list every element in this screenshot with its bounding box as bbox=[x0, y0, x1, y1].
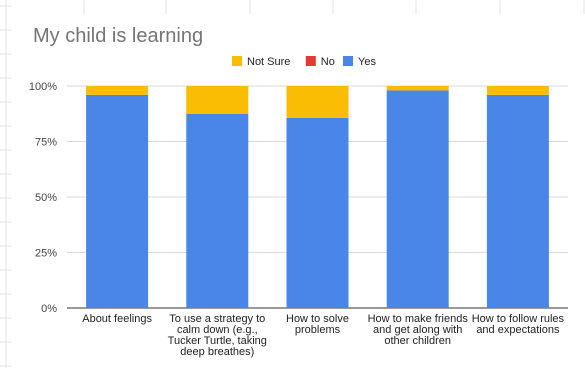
bar-segment-yes bbox=[286, 117, 349, 308]
x-category-label-line: How to follow rules bbox=[472, 313, 565, 325]
bar-segment-yes bbox=[86, 94, 149, 308]
bar-segment-not-sure bbox=[386, 86, 449, 91]
x-category-label-line: How to make friends bbox=[368, 313, 469, 325]
x-category-label: To use a strategy to calm down (e.g., Tuck… bbox=[168, 313, 267, 358]
bar-segment-yes bbox=[186, 113, 249, 308]
x-category-label-line: deep breathes) bbox=[180, 346, 254, 358]
legend-label: No bbox=[321, 56, 335, 68]
legend-swatch bbox=[343, 56, 353, 66]
x-category-label: How to solve problems bbox=[286, 313, 349, 336]
x-category-label: How to make friends and get along with oth… bbox=[368, 313, 469, 347]
legend-label: Yes bbox=[358, 56, 376, 68]
y-tick-label: 25% bbox=[35, 248, 57, 260]
chart-legend: Not Sure No Yes bbox=[232, 56, 376, 68]
x-category-label: About feelings bbox=[82, 313, 152, 325]
bar-segment-yes bbox=[386, 90, 449, 308]
y-tick-label: 100% bbox=[29, 81, 57, 93]
y-tick-label: 0% bbox=[41, 303, 57, 315]
bar-segment-not-sure bbox=[486, 86, 549, 95]
legend-swatch bbox=[305, 56, 316, 66]
x-category-label: How to follow rules and expectations bbox=[472, 313, 565, 336]
y-axis-ticks: 0% 25% 50% 75% 100% bbox=[29, 81, 57, 315]
x-category-label-line: Tucker Turtle, taking bbox=[168, 335, 267, 347]
x-category-label-line: and expectations bbox=[476, 324, 560, 336]
bar-segment-not-sure bbox=[186, 86, 249, 114]
x-category-label-line: calm down (e.g., bbox=[177, 324, 258, 336]
chart-bars bbox=[86, 86, 549, 308]
bar-segment-not-sure bbox=[286, 86, 349, 118]
x-category-label-line: How to solve bbox=[286, 313, 349, 325]
legend-label: Not Sure bbox=[247, 56, 290, 68]
x-category-label-line: About feelings bbox=[82, 313, 152, 325]
bar-segment-not-sure bbox=[86, 86, 149, 95]
y-tick-label: 75% bbox=[35, 137, 57, 149]
x-category-label-line: problems bbox=[295, 324, 341, 336]
x-axis-labels: About feelings To use a strategy to calm d… bbox=[82, 313, 564, 358]
legend-swatch bbox=[232, 56, 242, 66]
x-category-label-line: other children bbox=[384, 335, 451, 347]
x-category-label-line: To use a strategy to bbox=[169, 313, 265, 325]
y-tick-label: 50% bbox=[35, 192, 57, 204]
x-category-label-line: and get along with bbox=[373, 324, 462, 336]
bar-segment-yes bbox=[486, 94, 549, 308]
chart-title: My child is learning bbox=[33, 25, 203, 47]
